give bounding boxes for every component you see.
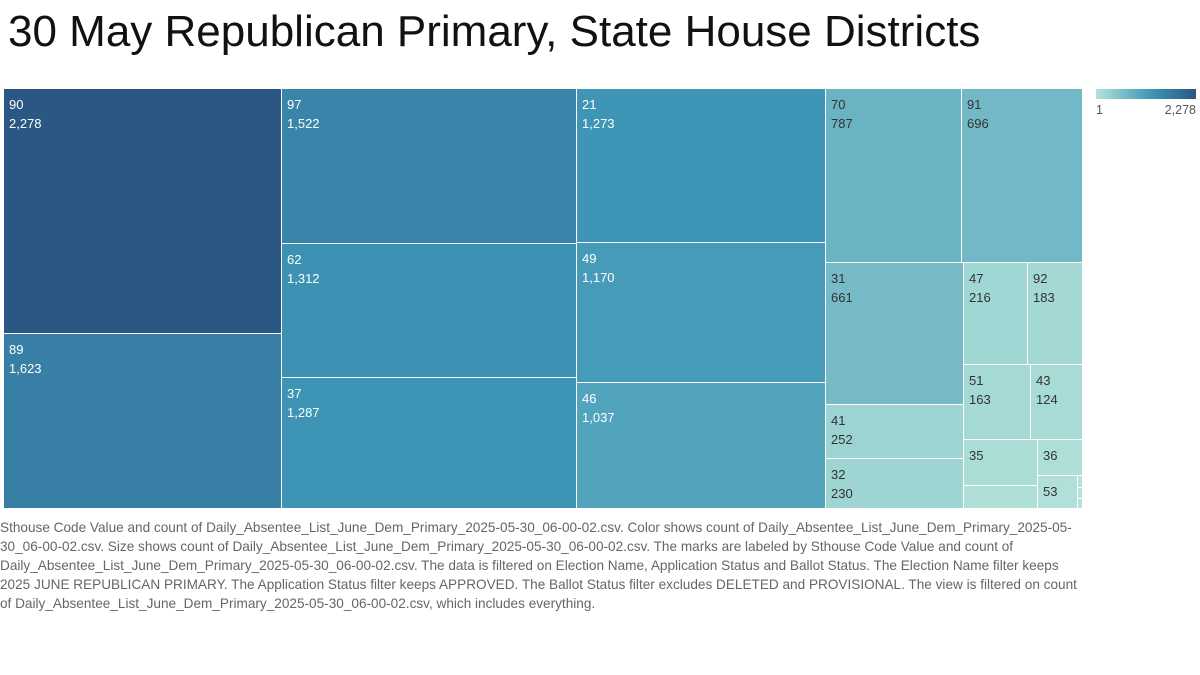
tile-value: 2,278 bbox=[9, 116, 42, 131]
treemap-tile-53[interactable]: 53 bbox=[1038, 476, 1078, 509]
chart-title: 30 May Republican Primary, State House D… bbox=[8, 7, 981, 56]
tile-label: 47 bbox=[969, 271, 984, 286]
tile-value: 787 bbox=[831, 116, 853, 131]
treemap-tile-unlabeled-19[interactable] bbox=[964, 486, 1038, 509]
legend-min-label: 1 bbox=[1096, 103, 1103, 117]
treemap-tile-90[interactable]: 90 2,278 bbox=[4, 89, 282, 334]
treemap-tile-62[interactable]: 62 1,312 bbox=[282, 244, 577, 378]
tile-value: 1,170 bbox=[582, 270, 615, 285]
legend-max-label: 2,278 bbox=[1164, 103, 1196, 117]
tile-value: 216 bbox=[969, 290, 991, 305]
treemap-tile-unlabeled-22[interactable] bbox=[1078, 488, 1083, 499]
treemap-tile-unlabeled-23[interactable] bbox=[1078, 499, 1083, 509]
tile-label: 62 bbox=[287, 252, 302, 267]
tile-label: 41 bbox=[831, 413, 846, 428]
treemap-tile-91[interactable]: 91 696 bbox=[962, 89, 1083, 263]
treemap-tile-89[interactable]: 89 1,623 bbox=[4, 334, 282, 509]
tile-value: 1,623 bbox=[9, 361, 42, 376]
tile-label: 49 bbox=[582, 251, 597, 266]
tile-value: 1,312 bbox=[287, 271, 320, 286]
treemap-tile-21[interactable]: 21 1,273 bbox=[577, 89, 826, 243]
treemap-tile-92[interactable]: 92 183 bbox=[1028, 263, 1083, 365]
tile-value: 1,037 bbox=[582, 410, 615, 425]
tile-label: 90 bbox=[9, 97, 24, 112]
tile-label: 32 bbox=[831, 467, 846, 482]
treemap-tile-36[interactable]: 36 bbox=[1038, 440, 1083, 476]
treemap: 90 2,278 89 1,623 97 1,522 62 1,312 37 1,287 21 1,2… bbox=[4, 89, 1083, 509]
tile-value: 1,287 bbox=[287, 405, 320, 420]
treemap-tile-35[interactable]: 35 bbox=[964, 440, 1038, 486]
treemap-tile-43[interactable]: 43 124 bbox=[1031, 365, 1083, 440]
tile-label: 21 bbox=[582, 97, 597, 112]
treemap-tile-97[interactable]: 97 1,522 bbox=[282, 89, 577, 244]
treemap-tile-41[interactable]: 41 252 bbox=[826, 405, 964, 459]
treemap-tile-46[interactable]: 46 1,037 bbox=[577, 383, 826, 509]
tile-label: 46 bbox=[582, 391, 597, 406]
tile-value: 230 bbox=[831, 486, 853, 501]
tile-value: 1,522 bbox=[287, 116, 320, 131]
treemap-tile-47[interactable]: 47 216 bbox=[964, 263, 1028, 365]
tile-label: 37 bbox=[287, 386, 302, 401]
tile-label: 92 bbox=[1033, 271, 1048, 286]
treemap-tile-32[interactable]: 32 230 bbox=[826, 459, 964, 509]
tile-value: 183 bbox=[1033, 290, 1055, 305]
tile-label: 70 bbox=[831, 97, 846, 112]
tile-value: 163 bbox=[969, 392, 991, 407]
tile-value: 252 bbox=[831, 432, 853, 447]
tile-value: 661 bbox=[831, 290, 853, 305]
chart-caption: Sthouse Code Value and count of Daily_Ab… bbox=[0, 520, 1077, 611]
tile-label: 53 bbox=[1043, 484, 1058, 499]
tile-value: 1,273 bbox=[582, 116, 615, 131]
tile-label: 31 bbox=[831, 271, 846, 286]
tile-label: 35 bbox=[969, 448, 984, 463]
tile-label: 51 bbox=[969, 373, 984, 388]
treemap-tile-51[interactable]: 51 163 bbox=[964, 365, 1031, 440]
tile-value: 696 bbox=[967, 116, 989, 131]
tile-label: 43 bbox=[1036, 373, 1051, 388]
tile-label: 97 bbox=[287, 97, 302, 112]
treemap-tile-unlabeled-21[interactable] bbox=[1078, 476, 1083, 488]
treemap-tile-70[interactable]: 70 787 bbox=[826, 89, 962, 263]
treemap-tile-37[interactable]: 37 1,287 bbox=[282, 378, 577, 509]
color-legend: 1 2,278 bbox=[1096, 89, 1196, 117]
tile-label: 91 bbox=[967, 97, 982, 112]
tile-label: 89 bbox=[9, 342, 24, 357]
tile-label: 36 bbox=[1043, 448, 1058, 463]
treemap-tile-31[interactable]: 31 661 bbox=[826, 263, 964, 405]
treemap-tile-49[interactable]: 49 1,170 bbox=[577, 243, 826, 383]
legend-gradient-bar bbox=[1096, 89, 1196, 99]
tile-value: 124 bbox=[1036, 392, 1058, 407]
